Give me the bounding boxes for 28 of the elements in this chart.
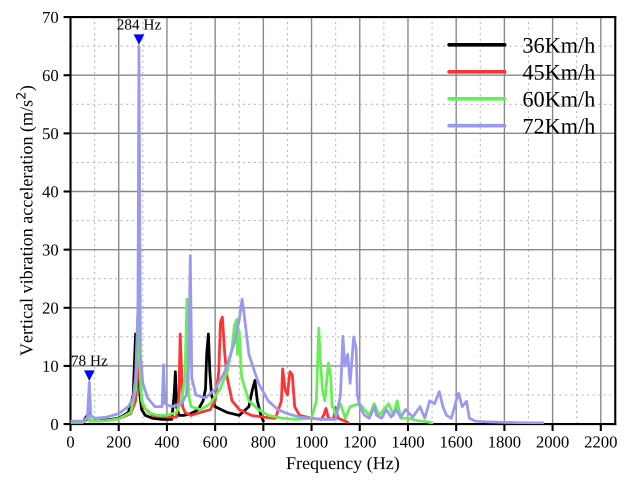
x-tick-label: 200 bbox=[106, 436, 131, 448]
x-axis-title: Frequency (Hz) bbox=[286, 456, 399, 473]
x-tick-label: 800 bbox=[251, 436, 276, 448]
y-tick-label: 20 bbox=[42, 302, 58, 314]
annotation: 78 Hz bbox=[72, 355, 108, 366]
legend-label: 45Km/h bbox=[522, 64, 595, 80]
x-tick-label: 1200 bbox=[344, 436, 376, 448]
legend-label: 72Km/h bbox=[524, 118, 595, 134]
legend-label: 36Km/h bbox=[523, 37, 595, 53]
x-tick-label: 600 bbox=[203, 436, 227, 448]
y-axis-title: Vertical vibration acceleration (m/s$^{2}$) bbox=[16, 86, 36, 356]
x-tick-label: 1800 bbox=[489, 436, 520, 448]
y-tick-label: 70 bbox=[43, 12, 58, 24]
y-tick-label: 50 bbox=[43, 128, 58, 140]
x-tick-label: 400 bbox=[154, 436, 179, 448]
x-tick-label: 1000 bbox=[296, 436, 328, 448]
y-tick-label: 30 bbox=[42, 244, 58, 256]
y-tick-label: 10 bbox=[44, 360, 58, 372]
x-tick-label: 0 bbox=[66, 436, 74, 448]
y-tick-label: 40 bbox=[42, 186, 58, 198]
x-tick-label: 1400 bbox=[392, 436, 424, 448]
y-tick-label: 0 bbox=[51, 418, 58, 430]
legend-label: 60Km/h bbox=[523, 91, 595, 107]
x-tick-label: 2200 bbox=[584, 436, 617, 448]
x-tick-label: 2000 bbox=[536, 436, 569, 448]
x-tick-label: 1600 bbox=[440, 436, 472, 448]
y-tick-label: 60 bbox=[42, 70, 58, 82]
annotation: 284 Hz bbox=[117, 19, 161, 30]
